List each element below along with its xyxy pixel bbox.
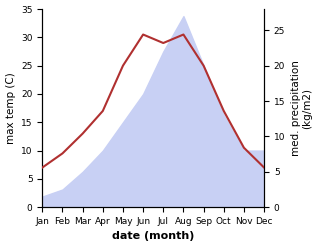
Y-axis label: med. precipitation
(kg/m2): med. precipitation (kg/m2) xyxy=(291,60,313,156)
Y-axis label: max temp (C): max temp (C) xyxy=(5,72,16,144)
X-axis label: date (month): date (month) xyxy=(112,231,194,242)
